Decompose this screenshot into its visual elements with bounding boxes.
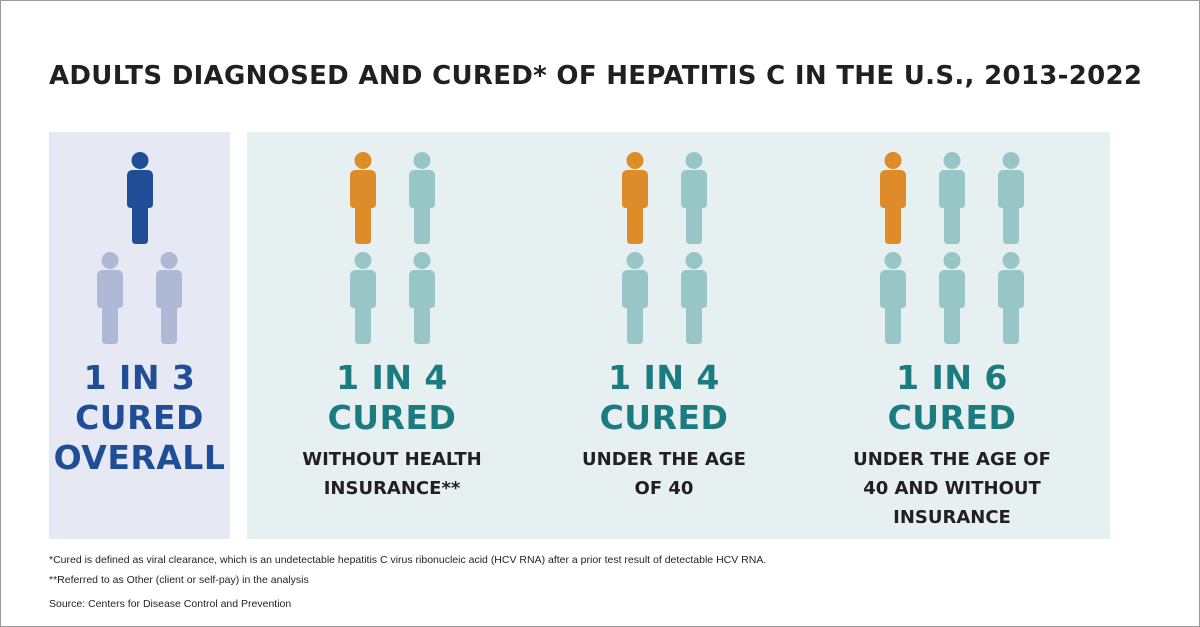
stat-without-insurance: 1 IN 4 CURED: [297, 358, 487, 438]
stat-line: 1 IN 4: [336, 358, 448, 397]
stat-line: 1 IN 4: [608, 358, 720, 397]
person-icon-not-cured: [408, 252, 435, 344]
person-icon-not-cured: [880, 252, 906, 344]
person-icon-not-cured: [349, 252, 376, 344]
stat-line: CURED: [75, 398, 204, 437]
subgroups-panel: [247, 132, 1110, 539]
person-icon-not-cured: [680, 252, 707, 344]
stat-under-40: 1 IN 4 CURED: [569, 358, 759, 438]
chart-title: ADULTS DIAGNOSED AND CURED* OF HEPATITIS…: [49, 61, 1143, 91]
stat-line: CURED: [599, 398, 729, 437]
group-without-insurance: 1 IN 4 CURED WITHOUT HEALTH INSURANCE**: [297, 132, 487, 499]
description-line: OF 40: [634, 478, 694, 499]
stat-overall: 1 IN 3 CURED OVERALL: [49, 358, 230, 478]
person-icon-cured: [349, 152, 376, 244]
description-line: INSURANCE**: [323, 478, 461, 499]
group-under-40: 1 IN 4 CURED UNDER THE AGE OF 40: [569, 132, 759, 499]
person-icon-not-cured: [998, 252, 1024, 344]
description-under-40-without-insurance: UNDER THE AGE OF 40 AND WITHOUT INSURANC…: [837, 445, 1067, 532]
person-icon-not-cured: [97, 252, 123, 344]
person-icon-not-cured: [939, 152, 965, 244]
footnote-other-definition: **Referred to as Other (client or self-p…: [49, 574, 309, 586]
stat-line: CURED: [327, 398, 457, 437]
description-line: 40 AND WITHOUT: [863, 478, 1041, 499]
person-icon-not-cured: [156, 252, 182, 344]
group-overall: 1 IN 3 CURED OVERALL: [49, 132, 230, 477]
description-without-insurance: WITHOUT HEALTH INSURANCE**: [297, 445, 487, 503]
person-icon-grid: [297, 132, 487, 352]
stat-line: OVERALL: [53, 438, 226, 477]
person-icon-not-cured: [680, 152, 707, 244]
person-icon-grid: [837, 132, 1067, 352]
stat-line: 1 IN 3: [83, 358, 196, 397]
person-icon-grid: [569, 132, 759, 352]
person-icon-not-cured: [621, 252, 648, 344]
person-icon-cured: [880, 152, 906, 244]
footnote-cured-definition: *Cured is defined as viral clearance, wh…: [49, 554, 767, 566]
stat-line: CURED: [887, 398, 1017, 437]
person-icon-cured: [126, 152, 153, 244]
source-note: Source: Centers for Disease Control and …: [49, 598, 292, 610]
group-under-40-without-insurance: 1 IN 6 CURED UNDER THE AGE OF 40 AND WIT…: [837, 132, 1067, 528]
person-icon-cured: [621, 152, 648, 244]
person-icon-not-cured: [939, 252, 965, 344]
person-icon-grid: [49, 132, 230, 352]
description-under-40: UNDER THE AGE OF 40: [569, 445, 759, 503]
stat-under-40-without-insurance: 1 IN 6 CURED: [837, 358, 1067, 438]
stat-line: 1 IN 6: [896, 358, 1008, 397]
person-icon-not-cured: [998, 152, 1024, 244]
description-line: WITHOUT HEALTH: [302, 449, 482, 470]
description-line: UNDER THE AGE OF: [853, 449, 1051, 470]
description-line: UNDER THE AGE: [582, 449, 746, 470]
description-line: INSURANCE: [893, 507, 1011, 528]
person-icon-not-cured: [408, 152, 435, 244]
